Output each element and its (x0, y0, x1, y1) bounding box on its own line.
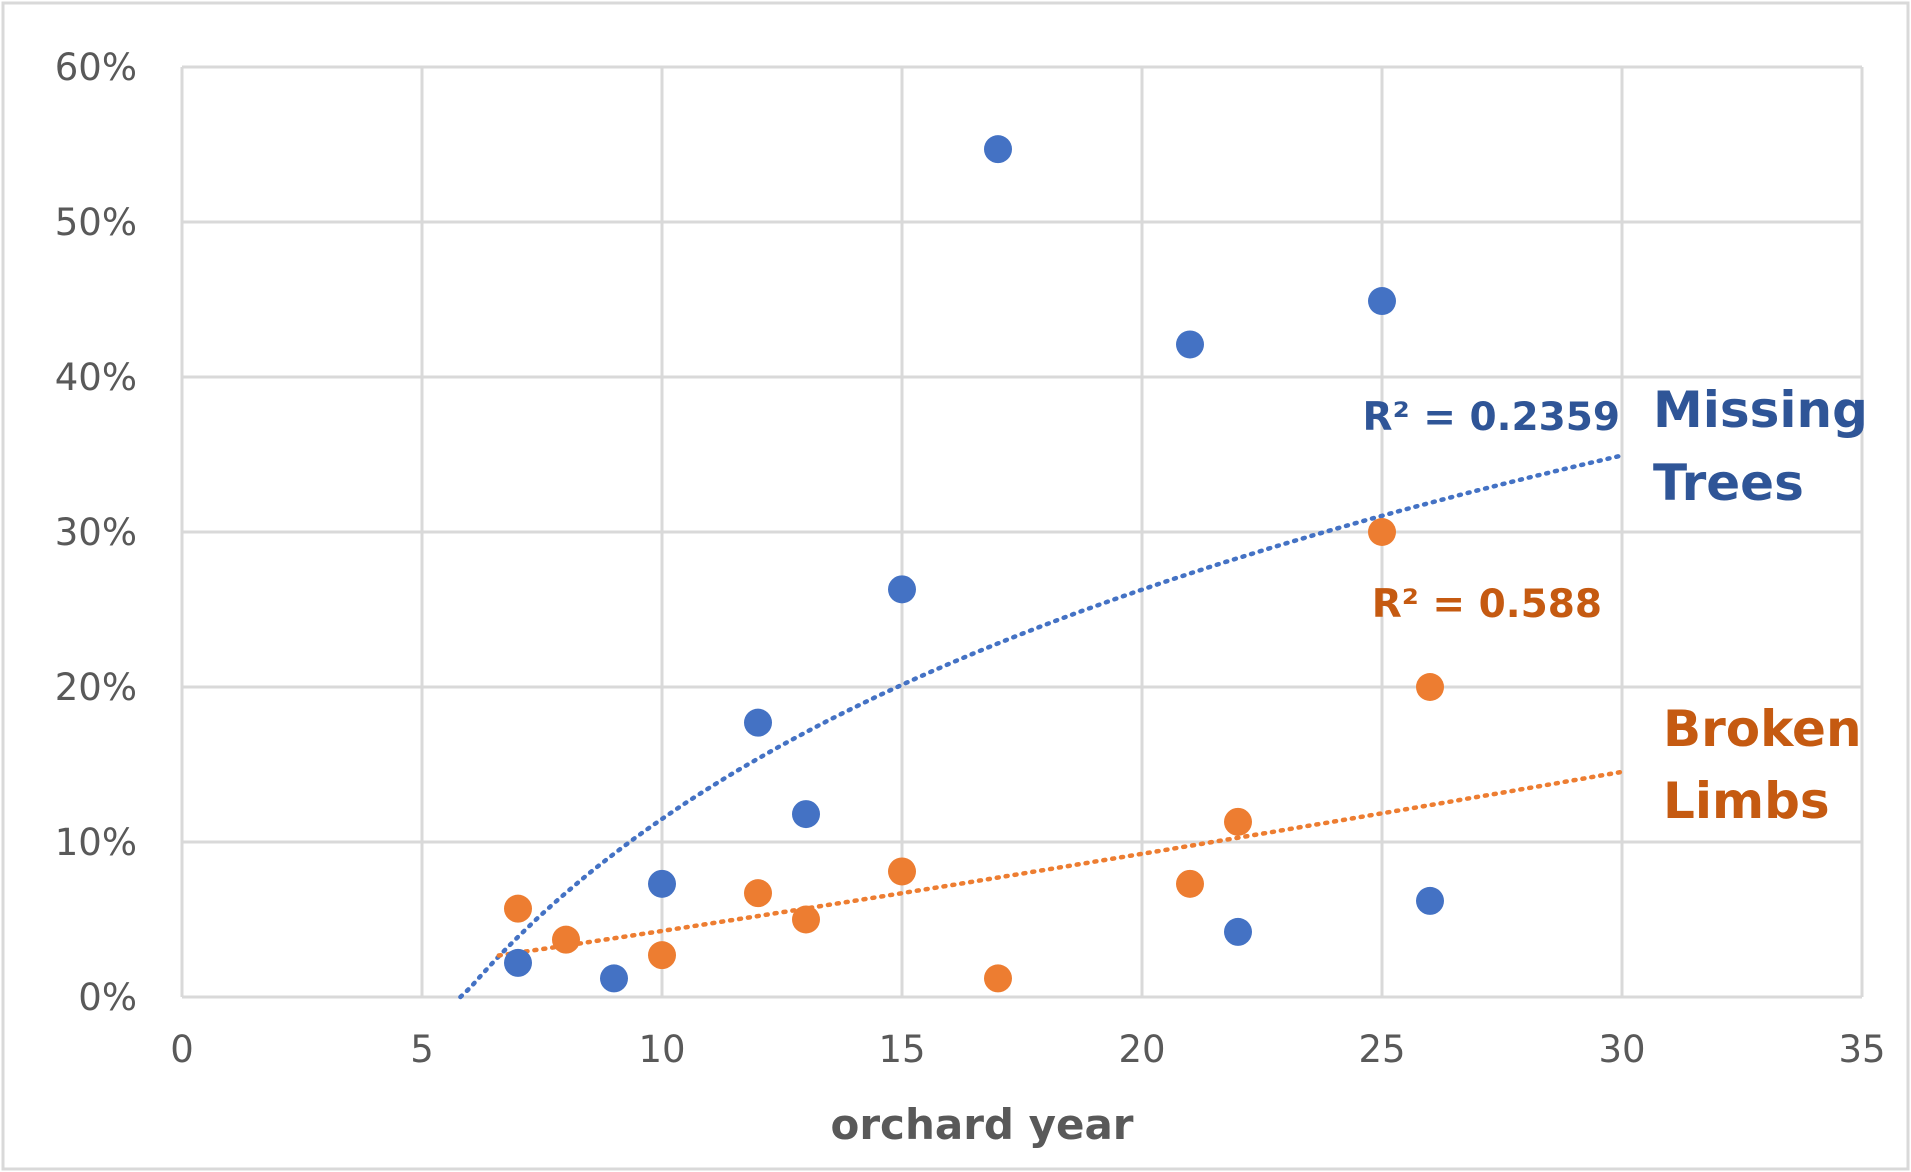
missing-trees-r2-label: R² = 0.2359 (1363, 395, 1620, 440)
x-tick-label: 15 (878, 1028, 925, 1071)
data-points (504, 135, 1444, 993)
broken-limbs-point (1416, 673, 1444, 701)
y-tick-label: 30% (55, 511, 137, 554)
broken-limbs-point (888, 857, 916, 886)
x-axis-title: orchard year (830, 1100, 1133, 1149)
broken-limbs-point (984, 964, 1012, 993)
x-tick-label: 35 (1838, 1028, 1885, 1071)
broken-limbs-point (1224, 807, 1252, 836)
broken-limbs-trendline (496, 769, 1625, 958)
y-tick-label: 10% (55, 821, 137, 864)
y-tick-label: 60% (55, 46, 137, 89)
missing-trees-point (1368, 287, 1396, 316)
trendlines (458, 453, 1625, 1000)
broken-limbs-label-line2: Limbs (1663, 772, 1830, 830)
missing-trees-point (1224, 917, 1252, 946)
broken-limbs-label-line1: Broken (1663, 700, 1862, 758)
broken-limbs-point (648, 941, 676, 970)
chart-labels: R² = 0.2359 R² = 0.588 Missing Trees Broken L… (1363, 381, 1868, 830)
y-tick-label: 50% (55, 201, 137, 244)
y-tick-label: 0% (78, 976, 137, 1019)
broken-limbs-point (552, 925, 580, 954)
broken-limbs-point (1368, 518, 1396, 546)
broken-limbs-point (1176, 869, 1204, 898)
broken-limbs-point (744, 879, 772, 908)
missing-trees-point (600, 964, 628, 993)
missing-trees-point (744, 708, 772, 737)
broken-limbs-point (792, 905, 820, 934)
missing-trees-point (984, 135, 1012, 164)
x-tick-label: 5 (410, 1028, 434, 1071)
missing-trees-point (1176, 330, 1204, 359)
broken-limbs-point (504, 894, 532, 923)
missing-trees-label-line2: Trees (1653, 454, 1804, 512)
missing-trees-point (504, 948, 532, 977)
missing-trees-point (888, 575, 916, 604)
missing-trees-point (1416, 886, 1444, 915)
broken-limbs-r2-label: R² = 0.588 (1372, 582, 1602, 627)
missing-trees-trendline (458, 453, 1625, 1000)
x-tick-label: 10 (638, 1028, 685, 1071)
missing-trees-label-line1: Missing (1653, 381, 1868, 439)
y-tick-label: 20% (55, 666, 137, 709)
y-tick-label: 40% (55, 356, 137, 399)
axes: 0 5 10 15 20 25 30 35 0% 10% 20% 30% 40% 50% 60% orchar… (55, 46, 1886, 1149)
missing-trees-point (648, 869, 676, 898)
x-tick-label: 25 (1358, 1028, 1405, 1071)
missing-trees-point (792, 800, 820, 829)
x-tick-label: 0 (170, 1028, 194, 1071)
x-tick-label: 30 (1598, 1028, 1645, 1071)
x-tick-label: 20 (1118, 1028, 1165, 1071)
